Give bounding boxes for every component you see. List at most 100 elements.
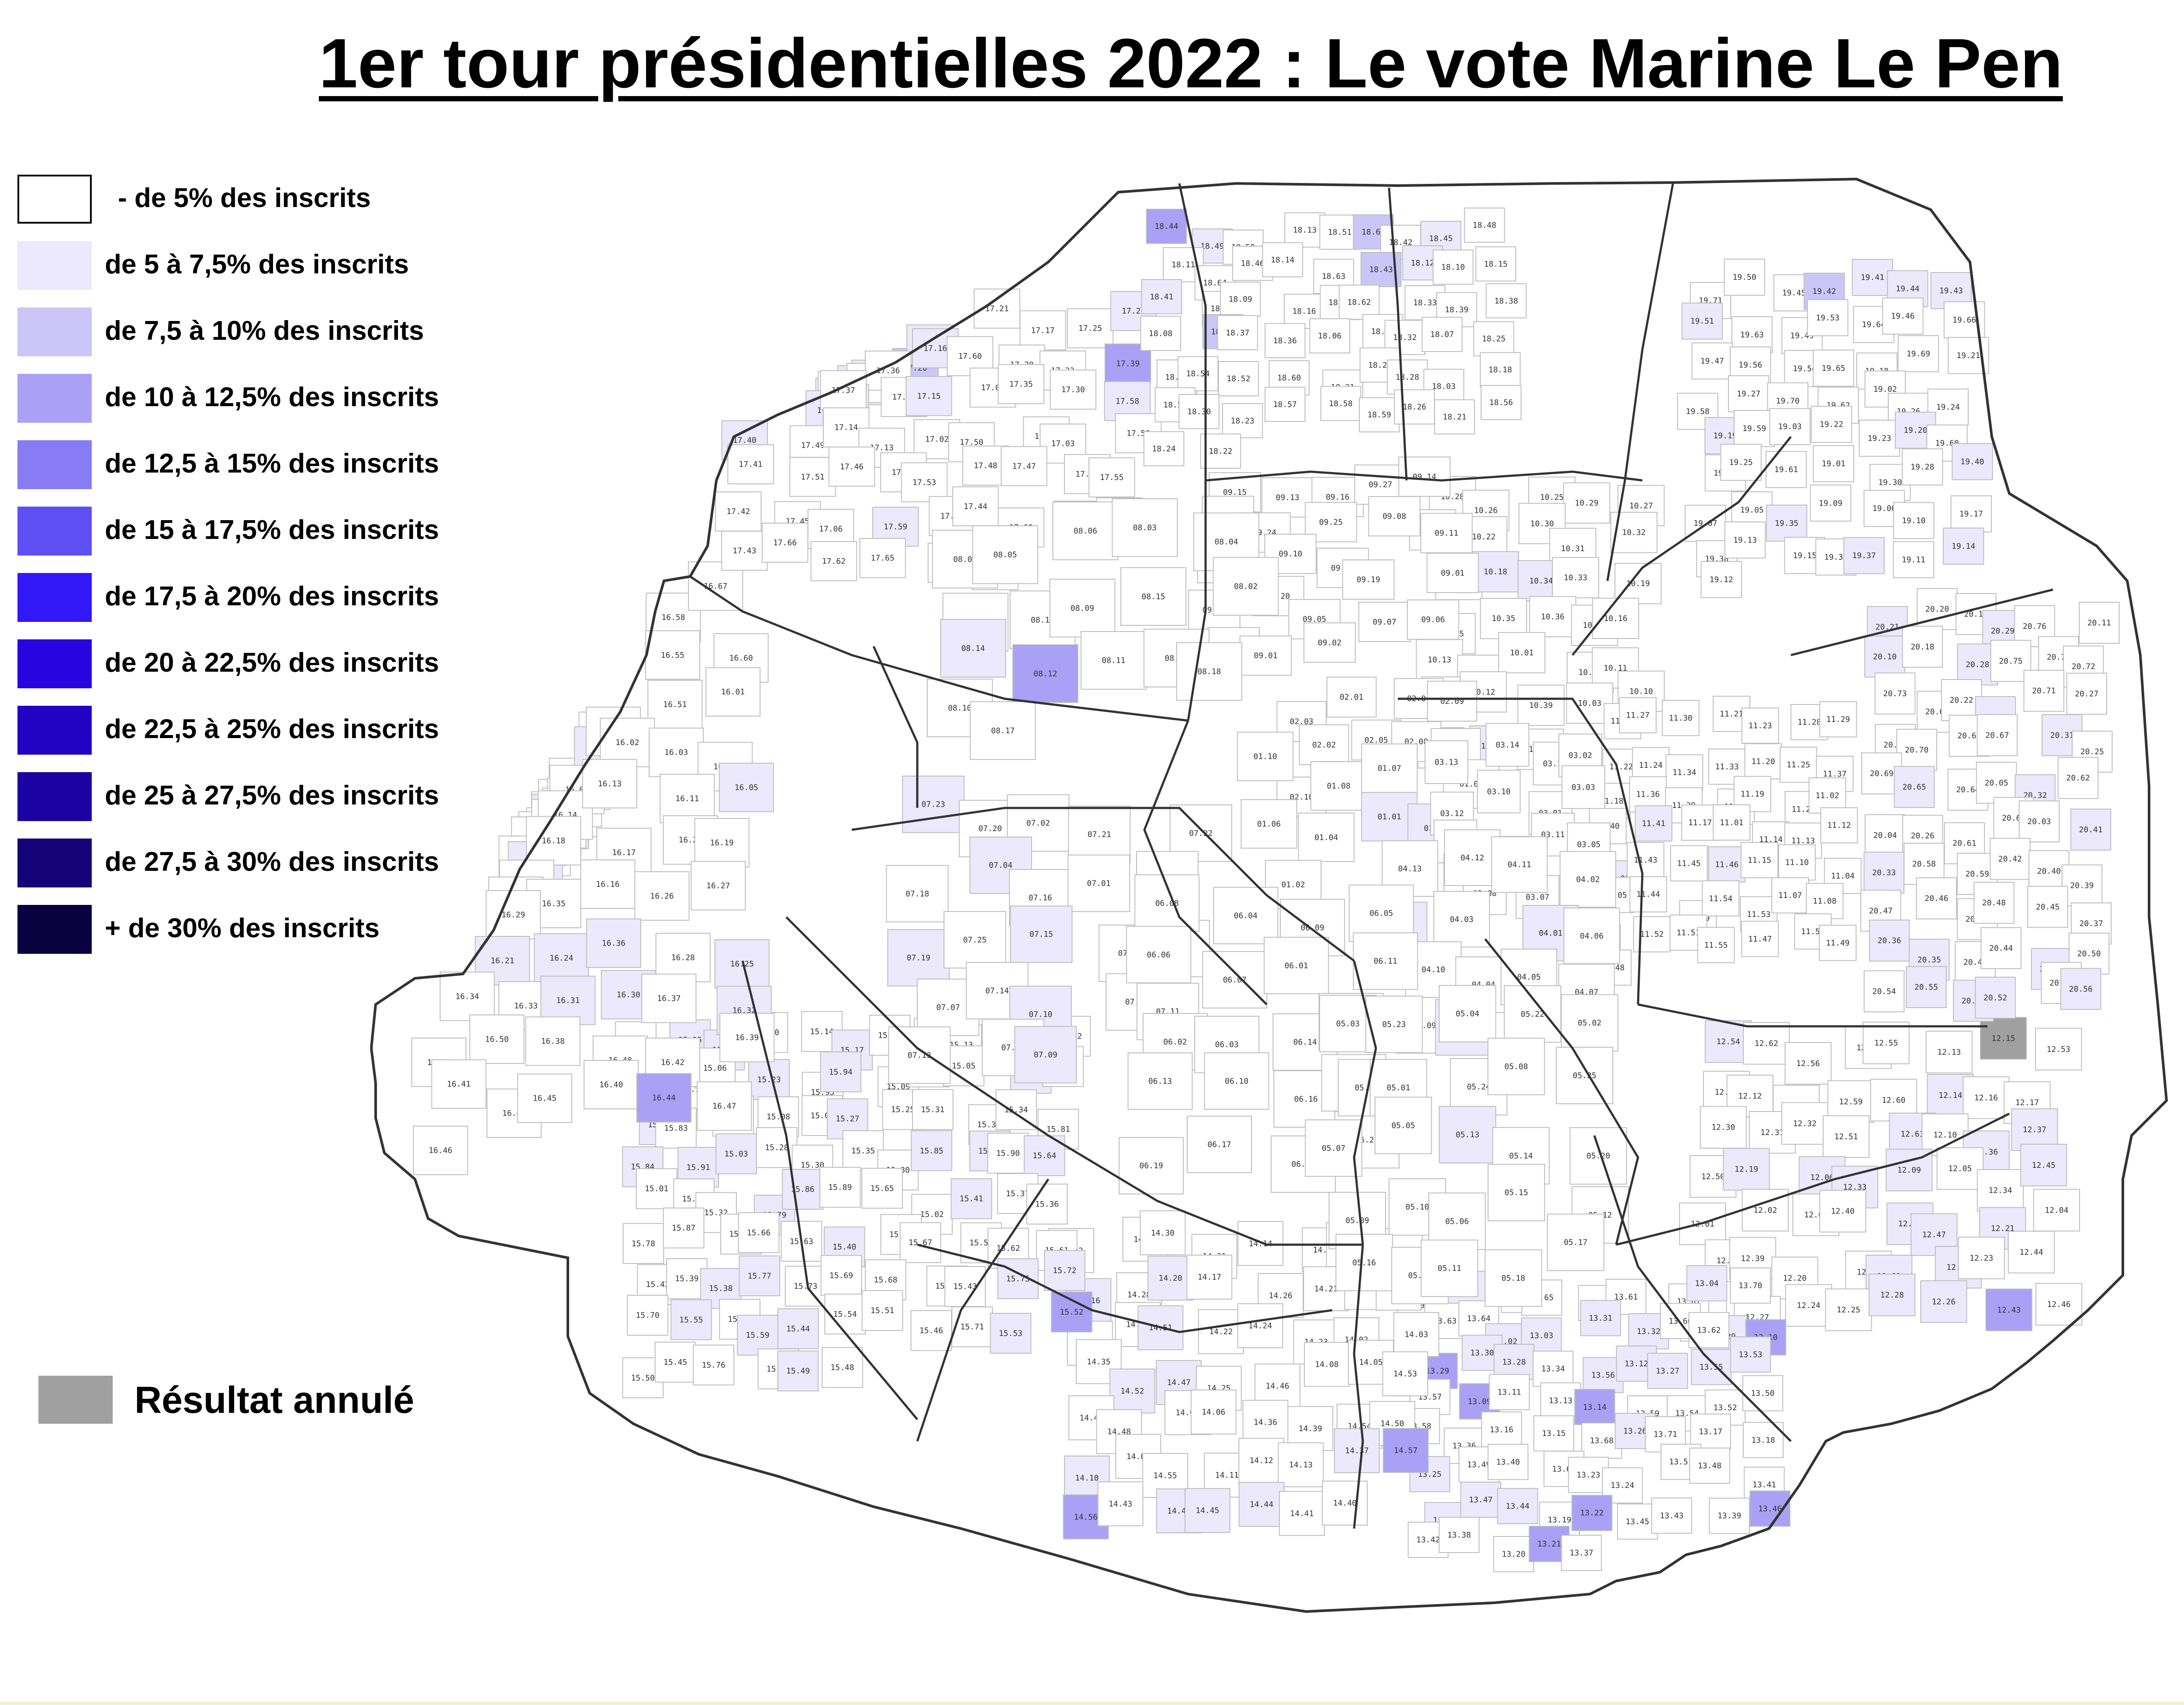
bureau-cell [636,1073,692,1123]
legend-item: de 12,5 à 15% des inscrits [17,440,542,489]
bureau-label: 14.22 [1209,1327,1233,1336]
bureau-label: 18.37 [1226,328,1249,338]
bureau-cell [1651,1498,1692,1534]
legend-label: de 10 à 12,5% des inscrits [105,382,439,412]
bureau-label: 07.19 [907,953,930,963]
bureau-label: 17.60 [958,352,982,361]
bureau-cell [1819,1190,1866,1232]
bureau-cell [2035,1028,2082,1070]
bureau-label: 09.07 [1373,618,1396,627]
bureau-label: 05.11 [1438,1264,1461,1273]
bureau-label: 05.17 [1564,1238,1587,1247]
bureau-label: 20.54 [1872,987,1896,996]
bureau-label: 10.29 [1575,499,1598,508]
bureau-label: 14.26 [1269,1291,1292,1300]
bureau-label: 14.41 [1290,1509,1313,1518]
bureau-label: 15.40 [833,1243,856,1252]
bureau-label: 13.64 [1467,1314,1490,1323]
bureau-label: 20.56 [2069,985,2093,994]
bureau-cell [1728,375,1769,413]
bureau-label: 19.51 [1690,317,1714,326]
bureau-cell [586,918,641,968]
bureau-label: 20.72 [2072,662,2095,671]
bureau-label: 15.36 [1035,1200,1059,1209]
bureau-cell [1420,1239,1479,1297]
bureau-label: 16.16 [596,880,619,889]
bureau-cell [1720,444,1762,481]
legend-swatch [17,241,92,290]
bureau-cell [861,1290,903,1331]
bureau-label: 20.05 [1985,778,2008,787]
bureau-label: 20.76 [2023,622,2046,631]
bureau-label: 05.18 [1502,1274,1525,1283]
bureau-label: 18.33 [1413,298,1437,307]
arrondissement-boundary [785,916,1363,1246]
bureau-label: 17.37 [832,386,855,395]
arrondissement-boundary [1606,183,1674,581]
bureau-label: 16.67 [704,582,727,591]
bureau-cell [1700,561,1742,598]
bureau-label: 14.14 [1249,1239,1272,1248]
map-title: 1er tour présidentielles 2022 : Le vote … [319,24,2063,102]
bureau-label: 12.30 [1711,1123,1735,1132]
bureau-cell [1647,1353,1688,1389]
bureau-cell [1433,891,1490,948]
bureau-cell [1571,1494,1613,1531]
bureau-cell [1299,724,1349,765]
bureau-label: 15.86 [791,1185,814,1194]
bureau-label: 15.76 [702,1361,726,1370]
bureau-cell [2033,1189,2080,1232]
bureau-cell [1702,880,1740,917]
bureau-cell [1784,1042,1832,1085]
bureau-label: 18.36 [1273,336,1297,345]
bureau-label: 17.51 [801,473,824,482]
bureau-label: 14.05 [1359,1358,1382,1367]
legend-label: de 25 à 27,5% des inscrits [105,780,439,811]
bureau-label: 19.42 [1812,287,1836,296]
bureau-cell [1358,601,1411,642]
bureau-cell [1432,249,1474,285]
bureau-label: 05.16 [1352,1258,1376,1267]
bureau-label: 18.08 [1149,329,1172,338]
bureau-label: 20.75 [1999,656,2022,666]
bureau-cell [1322,1481,1368,1526]
bureau-cell [1942,528,1984,565]
bureau-cell [1894,766,1935,808]
bureau-label: 14.45 [1196,1506,1219,1515]
bureau-cell [1427,552,1479,594]
arrondissement-boundary [1593,1135,1792,1442]
bureau-label: 13.27 [1656,1367,1679,1376]
bureau-label: 19.50 [1733,273,1756,282]
bureau-label: 13.46 [1758,1504,1782,1513]
bureau-label: 19.41 [1861,273,1884,282]
bureau-label: 15.71 [961,1322,984,1332]
bureau-label: 13.37 [1570,1549,1593,1558]
bureau-label: 15.30 [801,1161,824,1170]
bureau-cell [634,871,690,921]
bureau-cell [413,1125,468,1175]
bureau-label: 09.15 [1223,488,1247,497]
bureau-label: 20.73 [1883,689,1907,698]
bureau-label: 20.36 [1877,936,1901,946]
bureau-label: 11.28 [1797,718,1821,727]
legend-item: de 7,5 à 10% des inscrits [17,307,542,356]
bureau-label: 05.02 [1578,1018,1601,1028]
bureau-label: 20.50 [2077,949,2101,959]
bureau-label: 01.08 [1327,782,1351,791]
bureau-label: 07.07 [936,1003,960,1012]
legend-swatch [17,507,92,556]
bureau-label: 10.26 [1474,506,1498,515]
bureau-label: 18.56 [1489,398,1513,407]
bureau-cell [1685,504,1726,542]
bureau-label: 12.47 [1922,1230,1946,1239]
bureau-cell [1863,970,1905,1012]
bureau-cell [1662,700,1700,736]
arrondissement-boundary [917,1243,1333,1333]
bureau-cell [1217,315,1258,350]
bureau-label: 03.13 [1434,758,1458,767]
bureau-cell [663,1208,705,1249]
bureau-label: 15.39 [675,1274,698,1284]
bureau-label: 16.18 [542,836,565,846]
bureau-label: 17.43 [733,546,756,556]
